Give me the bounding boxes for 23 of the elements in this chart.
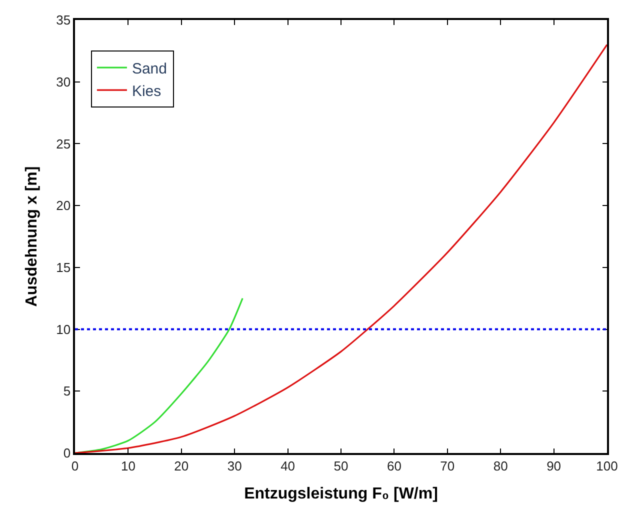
x-tick-label: 20	[174, 458, 189, 474]
x-tick-label: 100	[596, 458, 618, 474]
y-tick-label: 10	[56, 322, 71, 337]
legend-label: Kies	[132, 82, 162, 100]
y-tick-label: 25	[56, 136, 71, 152]
x-tick-label: 40	[280, 458, 296, 474]
y-tick-label: 0	[63, 446, 71, 461]
y-tick-label: 30	[56, 74, 71, 90]
x-tick-label: 60	[386, 458, 402, 474]
x-tick-label: 30	[227, 458, 242, 474]
y-tick-label: 35	[56, 12, 71, 28]
line-series	[75, 44, 607, 453]
x-axis-title: Entzugsleistung F₀ [W/m]	[244, 486, 438, 503]
y-tick-label: 5	[63, 384, 71, 399]
x-tick-label: 80	[493, 458, 508, 474]
x-tick-label: 10	[120, 458, 136, 474]
x-tick-label: 50	[334, 458, 348, 474]
legend-label: Sand	[132, 60, 168, 78]
x-tick-label: 70	[440, 458, 455, 474]
x-tick-label: 90	[546, 458, 562, 474]
y-tick-label: 20	[56, 198, 71, 214]
y-tick-label: 15	[56, 260, 71, 275]
y-axis-title: Ausdehnung x [m]	[24, 166, 41, 307]
